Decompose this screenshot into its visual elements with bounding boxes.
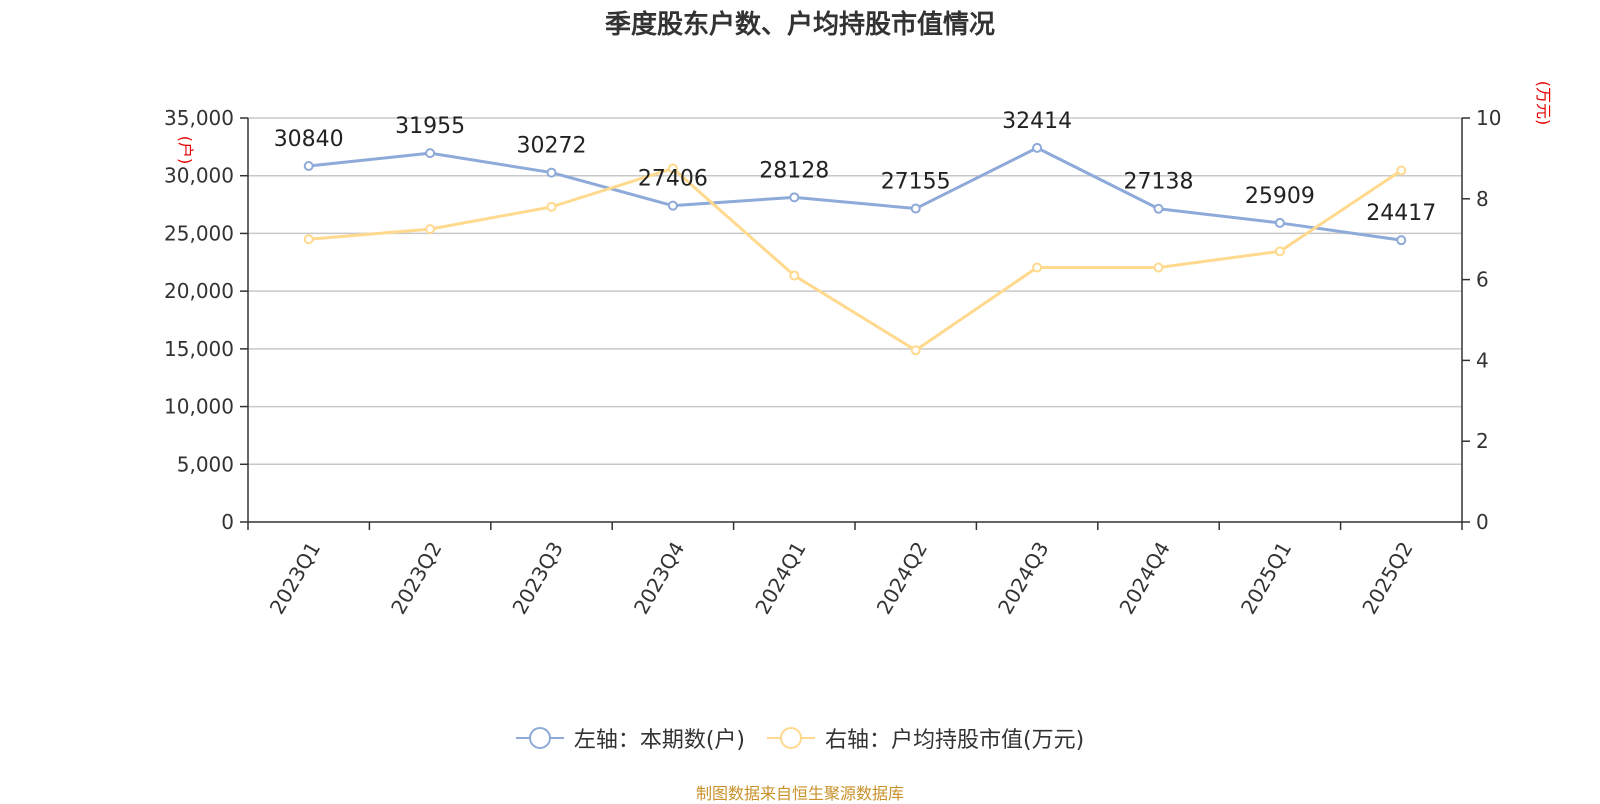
legend-label-right-series: 右轴：户均持股市值(万元) xyxy=(825,728,1085,753)
left-tick-label: 0 xyxy=(221,510,234,534)
right-series-point xyxy=(425,224,436,235)
left-tick-label: 35,000 xyxy=(164,106,234,130)
right-series-point xyxy=(1274,246,1285,257)
right-tick-label: 10 xyxy=(1476,106,1501,130)
right-axis-unit: (万元) xyxy=(1534,81,1553,126)
category-label: 2024Q2 xyxy=(872,538,932,619)
data-label: 31955 xyxy=(395,114,465,139)
category-label: 2025Q1 xyxy=(1236,538,1296,619)
right-series-point xyxy=(1396,165,1407,176)
left-tick-label: 5,000 xyxy=(177,452,234,476)
left-series-point xyxy=(667,200,678,211)
left-tick-label: 10,000 xyxy=(164,395,234,419)
right-series-point xyxy=(667,163,678,174)
left-series-point xyxy=(1032,142,1043,153)
right-series-point xyxy=(546,201,557,212)
gridlines xyxy=(248,117,1462,466)
axes xyxy=(240,117,1470,530)
left-series-point xyxy=(910,203,921,214)
left-series-point xyxy=(1396,235,1407,246)
left-tick-label: 30,000 xyxy=(164,164,234,188)
chart-title: 季度股东户数、户均持股市值情况 xyxy=(604,10,995,40)
source-note: 制图数据来自恒生聚源数据库 xyxy=(695,784,904,803)
category-label: 2023Q2 xyxy=(386,538,446,619)
legend-item-right-series[interactable]: 右轴：户均持股市值(万元) xyxy=(767,722,1084,754)
left-series-point xyxy=(1274,217,1285,228)
left-tick-label: 20,000 xyxy=(164,279,234,303)
data-label: 25909 xyxy=(1245,184,1315,209)
data-label: 30840 xyxy=(274,127,344,152)
right-series-point xyxy=(303,234,314,245)
data-label: 24417 xyxy=(1366,201,1436,226)
left-series-point xyxy=(1153,203,1164,214)
series-layer xyxy=(303,142,1407,356)
category-label: 2025Q2 xyxy=(1357,538,1417,619)
legend: 左轴：本期数(户) 右轴：户均持股市值(万元) xyxy=(0,722,1600,754)
left-series-point xyxy=(546,167,557,178)
legend-swatch-right-series xyxy=(767,726,815,750)
right-series-point xyxy=(1153,262,1164,273)
right-series-point xyxy=(789,270,800,281)
right-tick-label: 8 xyxy=(1476,187,1489,211)
category-label: 2023Q4 xyxy=(629,538,689,619)
category-label: 2023Q1 xyxy=(265,538,325,619)
category-label: 2023Q3 xyxy=(507,538,567,619)
data-label: 30272 xyxy=(517,134,587,159)
data-label: 27138 xyxy=(1124,170,1194,195)
data-label: 32414 xyxy=(1002,109,1072,134)
legend-label-left-series: 左轴：本期数(户) xyxy=(573,728,745,753)
category-label: 2024Q3 xyxy=(993,538,1053,619)
category-label: 2024Q1 xyxy=(750,538,810,619)
right-tick-label: 2 xyxy=(1476,429,1489,453)
right-series-point xyxy=(910,345,921,356)
right-series-point xyxy=(1032,262,1043,273)
legend-swatch-left-series xyxy=(515,726,564,750)
data-label: 28128 xyxy=(759,158,829,183)
left-series-point xyxy=(303,161,314,172)
data-label: 27406 xyxy=(638,167,708,192)
left-tick-label: 25,000 xyxy=(164,221,234,245)
category-label: 2024Q4 xyxy=(1114,538,1174,619)
left-series-line xyxy=(308,146,1402,242)
legend-item-left-series[interactable]: 左轴：本期数(户) xyxy=(515,722,745,754)
left-tick-label: 15,000 xyxy=(164,337,234,361)
left-axis-unit: (户) xyxy=(176,136,195,165)
data-label: 27155 xyxy=(881,170,951,195)
right-tick-label: 0 xyxy=(1476,510,1489,534)
right-tick-label: 4 xyxy=(1476,348,1489,372)
right-tick-label: 6 xyxy=(1476,268,1489,292)
data-labels: 30840 31955 30272 27406 28128 27155 32414 27138… xyxy=(274,109,1437,226)
left-series-point xyxy=(425,148,436,159)
right-series-line xyxy=(308,167,1403,352)
left-series-point xyxy=(789,192,800,203)
